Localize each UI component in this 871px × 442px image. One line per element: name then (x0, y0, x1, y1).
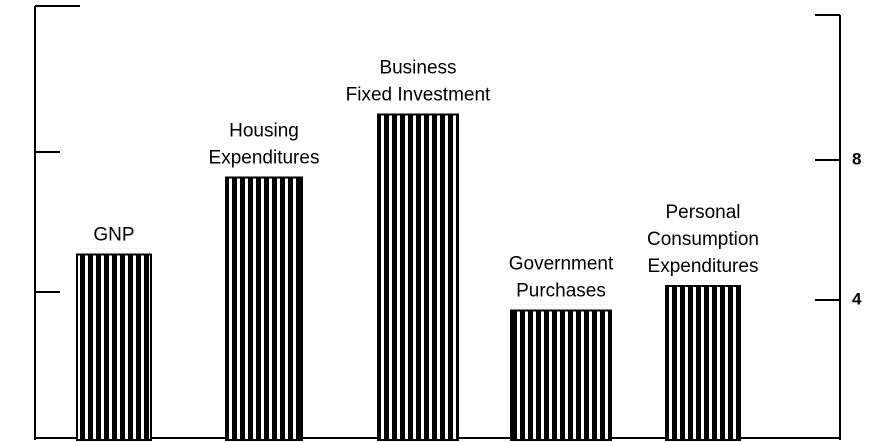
y-tick-label: 8 (852, 149, 861, 168)
category-label: Consumption (647, 229, 759, 250)
bar (225, 176, 303, 441)
category-label: Expenditures (648, 256, 759, 277)
category-label: Expenditures (209, 148, 320, 169)
category-label: Fixed Investment (346, 85, 491, 106)
category-label: Purchases (516, 281, 606, 302)
bar (510, 309, 612, 441)
category-label: Business (379, 58, 456, 79)
category-label: Housing (229, 121, 299, 142)
bar (665, 285, 741, 441)
bar (76, 253, 152, 441)
category-label: Government (509, 254, 614, 275)
y-tick-label: 4 (852, 289, 862, 308)
bar (377, 113, 459, 441)
category-label: Personal (666, 202, 741, 223)
category-label: GNP (93, 225, 134, 246)
